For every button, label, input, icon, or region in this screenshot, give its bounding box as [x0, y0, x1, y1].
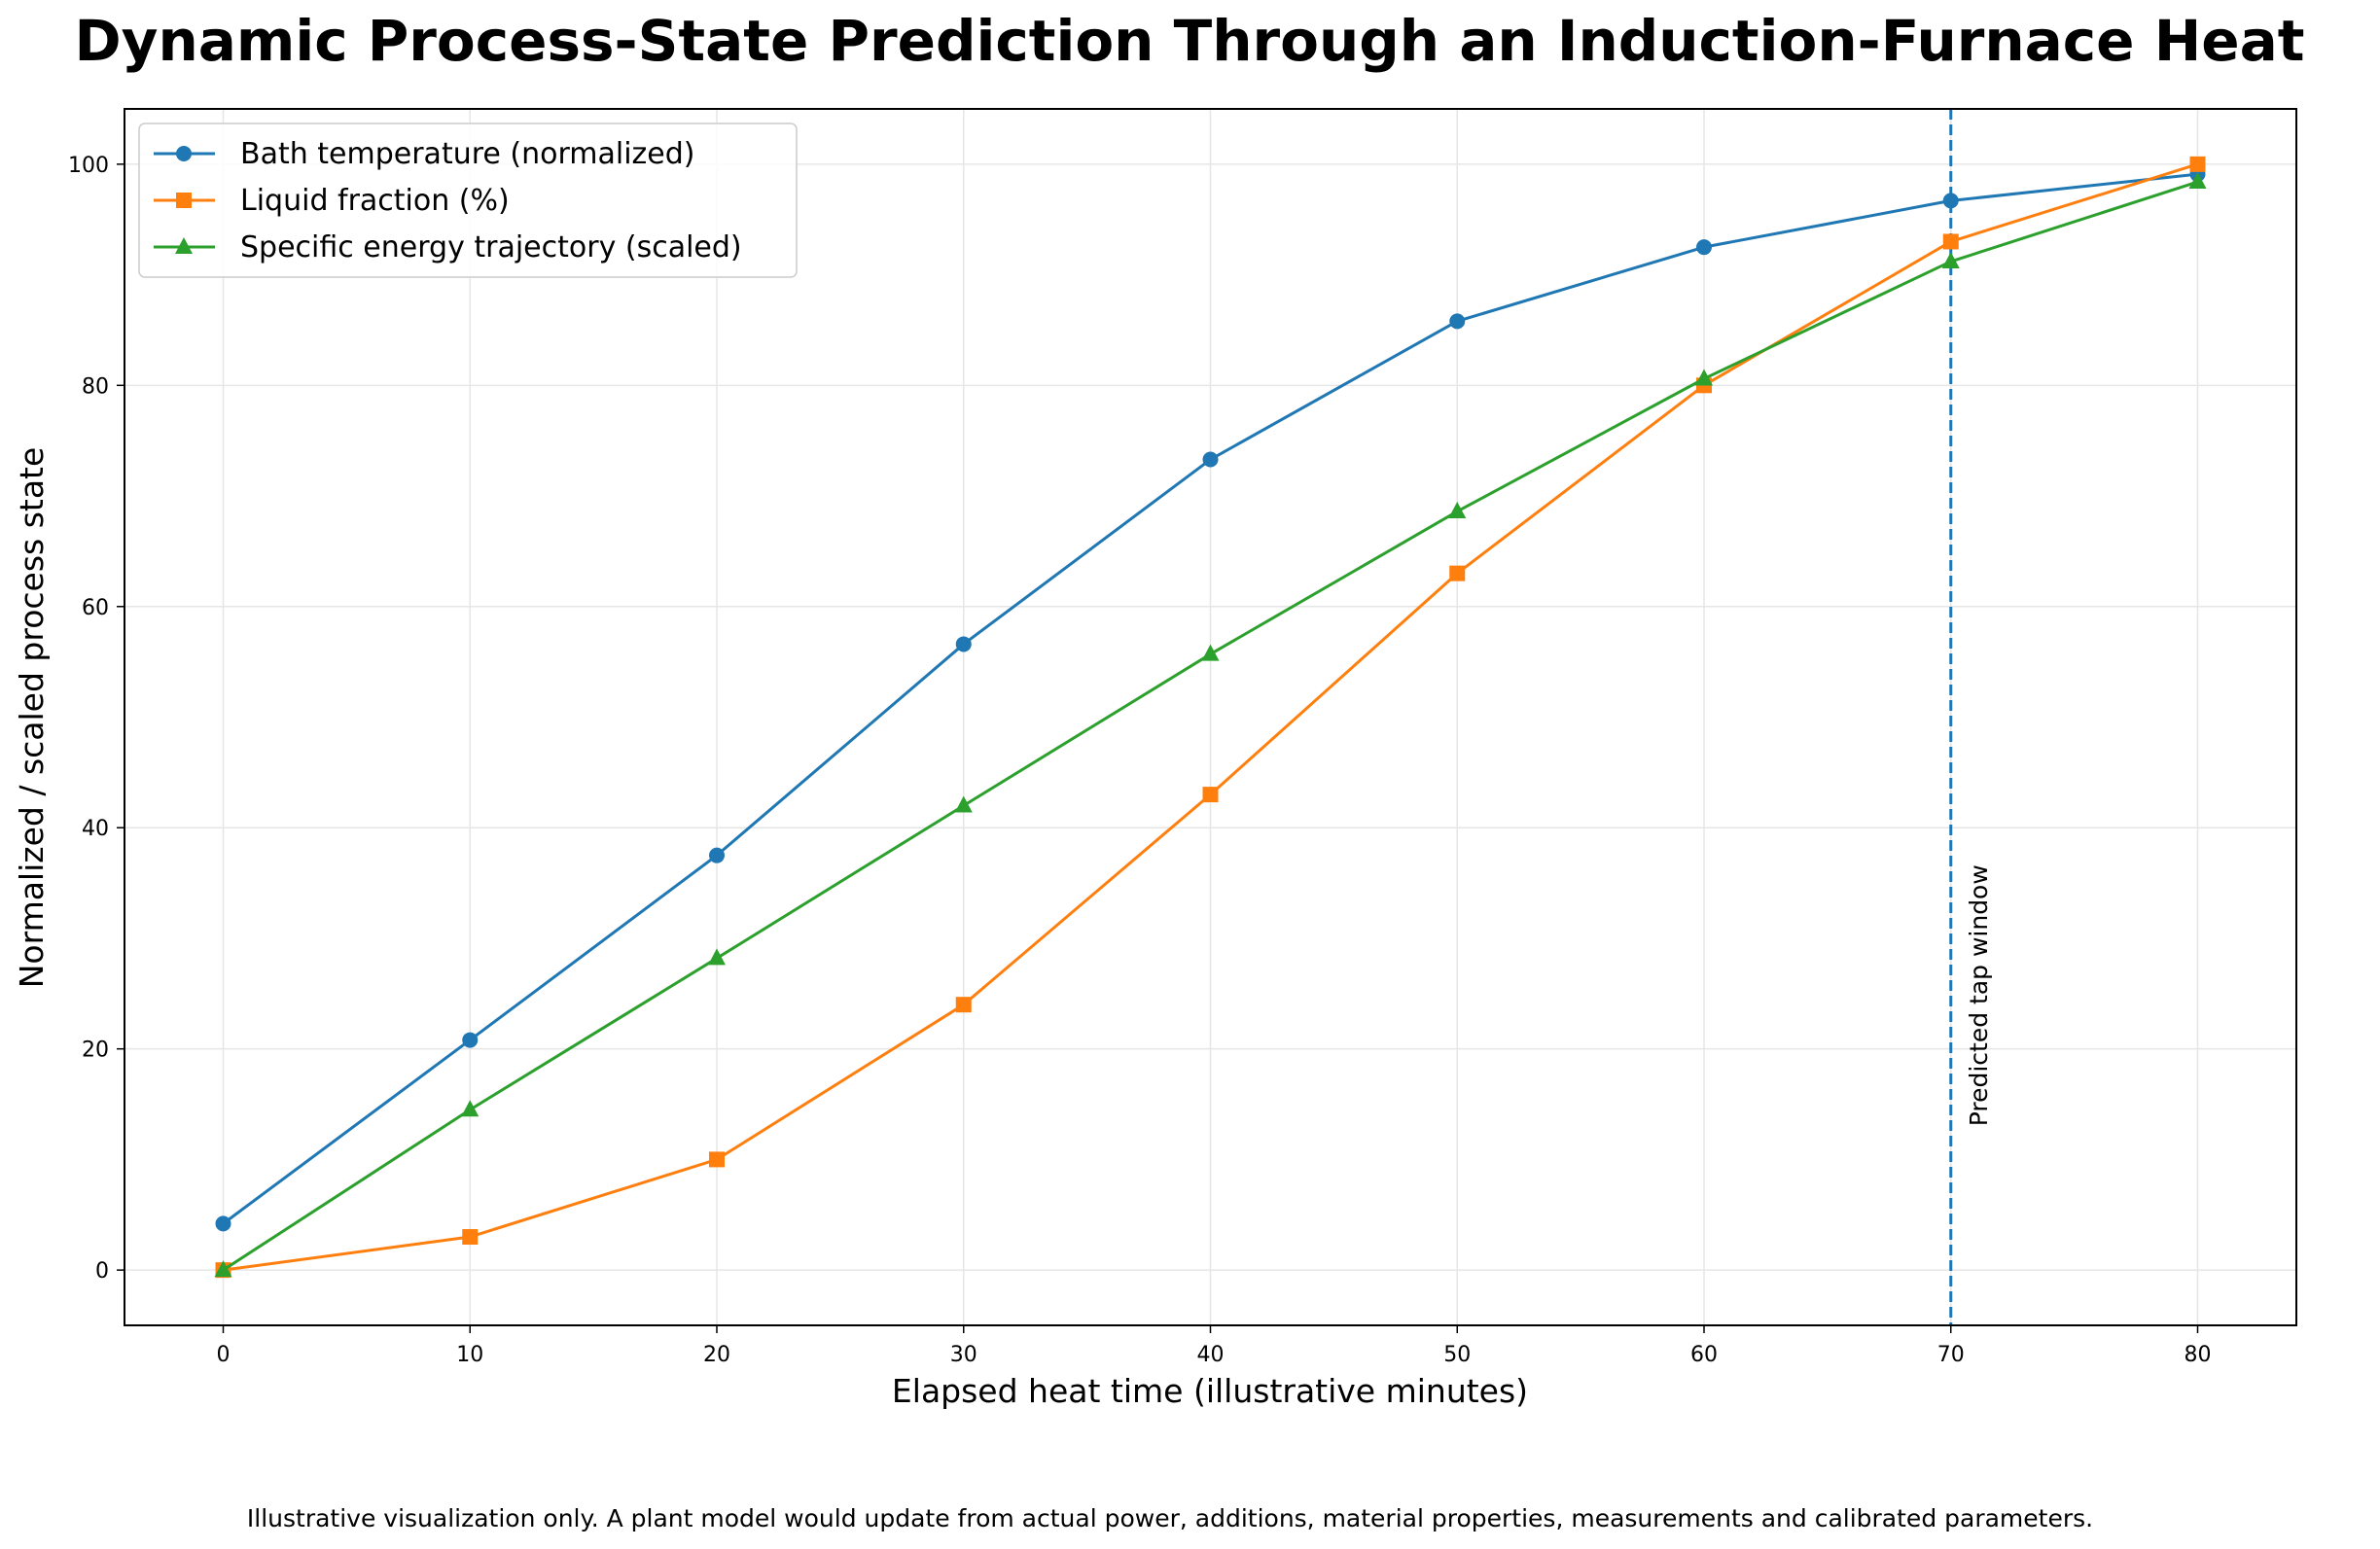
series-group [214, 172, 2207, 1278]
data-point [1696, 239, 1712, 256]
data-point [461, 1100, 480, 1117]
x-tick-label: 0 [217, 1343, 231, 1367]
x-tick-label: 10 [456, 1343, 483, 1367]
data-point [175, 237, 193, 254]
tap-window-label: Predicted tap window [1965, 864, 1993, 1126]
data-point [709, 1151, 725, 1168]
y-tick-label: 60 [82, 596, 109, 620]
data-point [955, 636, 972, 652]
x-tick-label: 50 [1443, 1343, 1471, 1367]
data-point [2188, 172, 2207, 190]
y-tick-label: 80 [82, 374, 109, 399]
grid-lines [124, 109, 2296, 1325]
data-point [1942, 193, 1959, 209]
data-point [1201, 644, 1220, 661]
data-point [2189, 156, 2206, 172]
x-tick-label: 70 [1937, 1343, 1965, 1367]
data-point [215, 1215, 231, 1232]
footnote: Illustrative visualization only. A plant… [247, 1504, 2093, 1532]
x-tick-label: 40 [1197, 1343, 1225, 1367]
legend: Bath temperature (normalized) Liquid frac… [138, 123, 798, 278]
axis-ticks: 0 10 20 30 40 50 60 70 80 0 20 40 60 80 100 [68, 154, 2212, 1367]
chart-title: Dynamic Process-State Prediction Through… [75, 8, 2305, 74]
data-point [1202, 451, 1219, 468]
data-point [1202, 787, 1219, 803]
data-point [1449, 313, 1466, 330]
legend-box [138, 123, 798, 278]
data-point [214, 1260, 232, 1278]
x-axis-label: Elapsed heat time (illustrative minutes) [892, 1372, 1528, 1410]
y-tick-label: 100 [68, 154, 109, 178]
data-point [1941, 251, 1960, 268]
data-point [176, 146, 192, 161]
data-point [1942, 233, 1959, 250]
legend-label: Specific energy trajectory (scaled) [240, 230, 742, 264]
data-point [1448, 501, 1467, 518]
data-point [1449, 565, 1466, 581]
data-point [176, 193, 192, 208]
series-layer [214, 156, 2207, 1279]
data-point [709, 847, 725, 863]
series-group [215, 156, 2206, 1279]
data-point [708, 948, 726, 966]
x-tick-label: 80 [2185, 1343, 2212, 1367]
data-point [462, 1229, 479, 1246]
data-point [1695, 369, 1713, 386]
y-tick-label: 40 [82, 817, 109, 841]
data-point [955, 997, 972, 1013]
y-tick-label: 0 [95, 1259, 109, 1284]
data-point [462, 1032, 479, 1048]
y-tick-label: 20 [82, 1039, 109, 1063]
legend-label: Bath temperature (normalized) [240, 137, 695, 171]
data-point [954, 795, 973, 813]
x-tick-label: 60 [1690, 1343, 1718, 1367]
y-axis-label: Normalized / scaled process state [13, 447, 51, 989]
legend-label: Liquid fraction (%) [240, 184, 510, 218]
x-tick-label: 20 [703, 1343, 730, 1367]
x-tick-label: 30 [950, 1343, 977, 1367]
annotation-layer: Predicted tap window [1949, 109, 1993, 1325]
